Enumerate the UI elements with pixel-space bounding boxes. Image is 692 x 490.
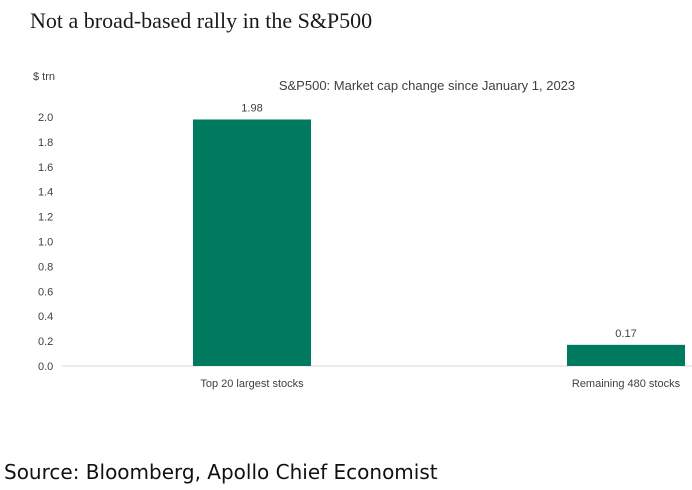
x-axis-labels: Top 20 largest stocks Remaining 480 stock… [200, 378, 680, 390]
y-axis-ticks: 0.0 0.2 0.4 0.6 0.8 1.0 1.2 1.4 1.6 1.8 2.0 [38, 112, 53, 373]
y-tick-label: 0.4 [38, 311, 53, 323]
bar-top-20 [193, 119, 311, 367]
page-title: Not a broad-based rally in the S&P500 [30, 8, 373, 33]
y-tick-label: 0.6 [38, 286, 53, 298]
y-tick-label: 0.2 [38, 336, 53, 348]
data-label: 1.98 [241, 102, 262, 114]
y-tick-label: 0.0 [38, 361, 53, 373]
bar-chart: $ trn S&P500: Market cap change since Ja… [33, 71, 692, 390]
y-tick-label: 2.0 [38, 112, 53, 124]
x-tick-label: Remaining 480 stocks [572, 378, 681, 390]
y-tick-label: 1.4 [38, 187, 53, 199]
y-axis-label: $ trn [33, 71, 55, 83]
source-note: Source: Bloomberg, Apollo Chief Economis… [4, 460, 438, 484]
y-tick-label: 1.8 [38, 137, 53, 149]
data-labels: 1.98 0.17 [241, 102, 636, 339]
y-tick-label: 1.6 [38, 162, 53, 174]
y-tick-label: 0.8 [38, 261, 53, 273]
bars [193, 119, 685, 367]
bar-remaining-480 [567, 344, 685, 366]
y-tick-label: 1.0 [38, 237, 53, 249]
chart-title: S&P500: Market cap change since January … [279, 78, 575, 93]
x-tick-label: Top 20 largest stocks [200, 378, 304, 390]
data-label: 0.17 [615, 328, 636, 340]
y-tick-label: 1.2 [38, 212, 53, 224]
